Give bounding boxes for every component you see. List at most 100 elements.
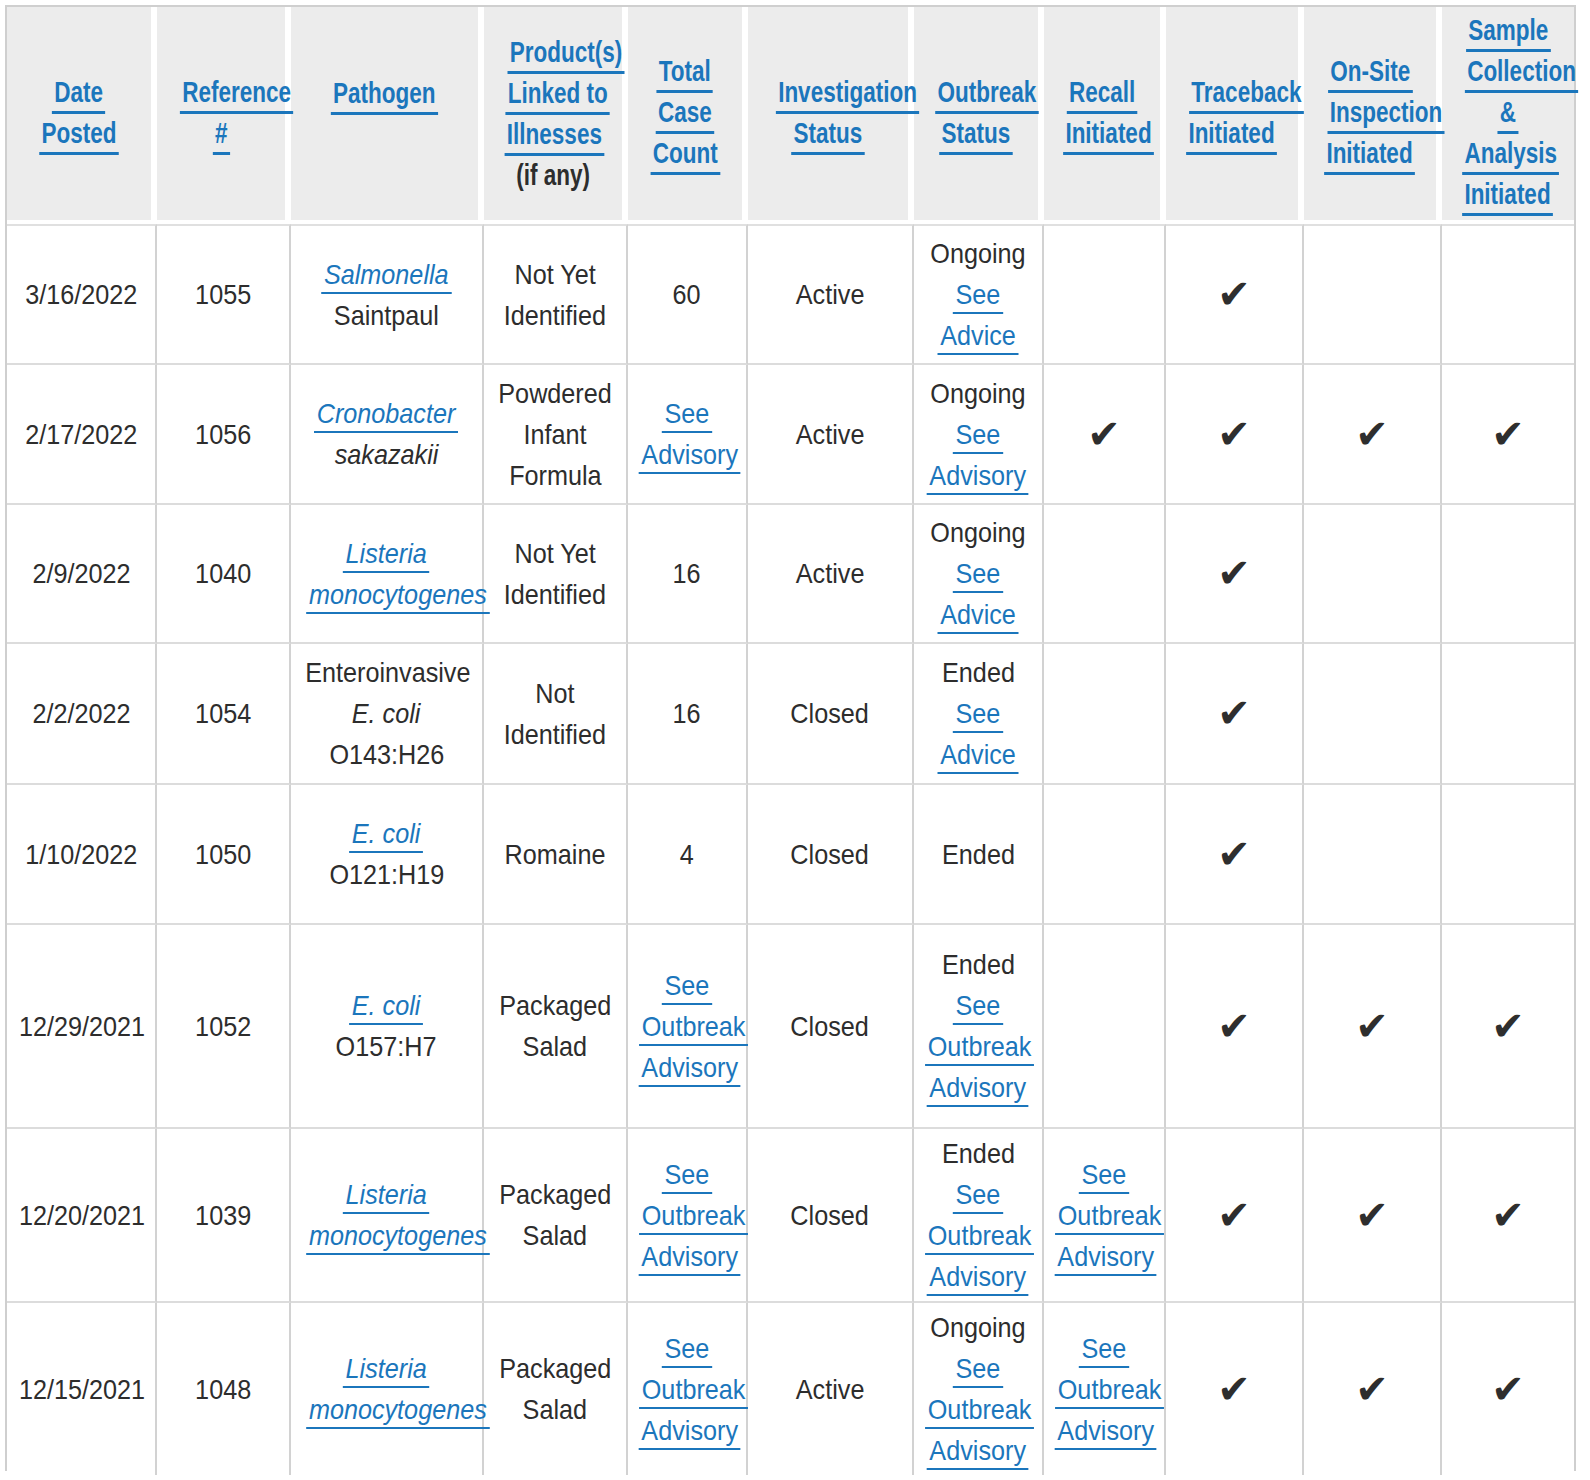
- cell-text: Salad: [523, 1394, 587, 1426]
- see-outbreak-advisory-link[interactable]: Advisory: [927, 1072, 1029, 1107]
- see-outbreak-advisory-link[interactable]: Advisory: [927, 1435, 1029, 1470]
- see-outbreak-advisory-link[interactable]: See: [662, 970, 712, 1005]
- see-advice-link[interactable]: See: [953, 558, 1003, 593]
- see-outbreak-advisory-link[interactable]: Advisory: [927, 1261, 1029, 1296]
- see-outbreak-advisory-link[interactable]: Advisory: [1055, 1241, 1157, 1276]
- column-header-total-case-count: TotalCaseCount: [628, 7, 748, 224]
- cell-pathogen: Listeriamonocytogenes: [291, 1303, 484, 1475]
- see-advice-link[interactable]: Advice: [937, 599, 1018, 634]
- see-outbreak-advisory-link[interactable]: Advisory: [639, 1415, 741, 1450]
- sort-link-onsite-inspection-initiated[interactable]: On-Site: [1328, 54, 1413, 93]
- sort-link-onsite-inspection-initiated[interactable]: Initiated: [1325, 136, 1416, 175]
- see-outbreak-advisory-link[interactable]: Outbreak: [925, 1220, 1034, 1255]
- see-outbreak-advisory-link[interactable]: Outbreak: [639, 1011, 748, 1046]
- cell-recall-initiated: [1044, 224, 1166, 365]
- header-line-spacer: [381, 117, 387, 151]
- sort-link-products-linked[interactable]: Linked to: [505, 76, 610, 115]
- sort-link-date-posted[interactable]: Posted: [39, 116, 119, 155]
- cronobacter-link[interactable]: Cronobacter: [314, 398, 458, 433]
- cell-total-case-count: 16: [628, 505, 748, 644]
- see-outbreak-advisory-link[interactable]: See: [953, 1179, 1003, 1214]
- sort-link-total-case-count[interactable]: Count: [650, 136, 719, 175]
- sort-link-reference-number[interactable]: Reference: [180, 75, 293, 114]
- cell-text: Salad: [523, 1220, 587, 1252]
- listeria-monocytogenes-link[interactable]: Listeria: [343, 1353, 430, 1388]
- cell-total-case-count: See Advisory: [628, 365, 748, 505]
- cell-text: Ended: [942, 1138, 1015, 1170]
- sort-link-onsite-inspection-initiated[interactable]: Inspection: [1328, 95, 1445, 134]
- see-outbreak-advisory-link[interactable]: See: [662, 1159, 712, 1194]
- sort-link-total-case-count[interactable]: Total: [657, 54, 714, 93]
- see-advisory-link[interactable]: See: [662, 398, 712, 433]
- see-outbreak-advisory-link[interactable]: Advisory: [639, 1052, 741, 1087]
- check-icon: ✔: [1217, 1366, 1251, 1412]
- see-outbreak-advisory-link[interactable]: Outbreak: [925, 1394, 1034, 1429]
- see-advisory-link[interactable]: Advisory: [927, 460, 1029, 495]
- sort-link-sample-collection-analysis-initiated[interactable]: Collection: [1465, 54, 1578, 93]
- cell-traceback-initiated: ✔: [1166, 785, 1304, 925]
- see-outbreak-advisory-link[interactable]: Outbreak: [1055, 1374, 1164, 1409]
- sort-link-traceback-initiated[interactable]: Initiated: [1187, 116, 1278, 155]
- see-outbreak-advisory-link[interactable]: Outbreak: [1055, 1200, 1164, 1235]
- cell-text: 16: [673, 558, 701, 590]
- see-advice-link[interactable]: Advice: [937, 320, 1018, 355]
- cell-investigation-status: Active: [748, 224, 914, 365]
- listeria-monocytogenes-link[interactable]: Listeria: [343, 538, 430, 573]
- cell-recall-initiated: [1044, 785, 1166, 925]
- cell-text: Enteroinvasive: [305, 657, 470, 689]
- see-outbreak-advisory-link[interactable]: Outbreak: [925, 1031, 1034, 1066]
- sort-link-sample-collection-analysis-initiated[interactable]: Analysis: [1462, 136, 1559, 175]
- sort-link-traceback-initiated[interactable]: Traceback: [1189, 75, 1304, 114]
- sort-link-products-linked[interactable]: Illnesses: [505, 117, 605, 156]
- see-outbreak-advisory-link[interactable]: Advisory: [639, 1241, 741, 1276]
- cell-onsite-inspection-initiated: [1304, 224, 1442, 365]
- sort-link-date-posted[interactable]: Date: [52, 75, 105, 114]
- see-outbreak-advisory-link[interactable]: See: [953, 1353, 1003, 1388]
- sort-link-sample-collection-analysis-initiated[interactable]: Sample: [1466, 13, 1551, 52]
- cell-text: Not Yet: [514, 259, 595, 291]
- sort-link-recall-initiated[interactable]: Recall: [1067, 75, 1138, 114]
- see-advice-link[interactable]: See: [953, 279, 1003, 314]
- cell-text: Identified: [504, 719, 606, 751]
- cell-text: 1056: [195, 419, 251, 451]
- listeria-monocytogenes-link[interactable]: monocytogenes: [306, 1394, 489, 1429]
- cell-pathogen: EnteroinvasiveE. coliO143:H26: [291, 644, 484, 785]
- check-icon: ✔: [1217, 690, 1251, 736]
- cell-onsite-inspection-initiated: [1304, 644, 1442, 785]
- see-outbreak-advisory-link[interactable]: Advisory: [1055, 1415, 1157, 1450]
- see-advisory-link[interactable]: Advisory: [639, 439, 741, 474]
- see-outbreak-advisory-link[interactable]: See: [1079, 1333, 1129, 1368]
- listeria-monocytogenes-link[interactable]: Listeria: [343, 1179, 430, 1214]
- see-advice-link[interactable]: Advice: [937, 739, 1018, 774]
- cell-investigation-status: Active: [748, 1303, 914, 1475]
- e-coli-link[interactable]: E. coli: [349, 818, 423, 853]
- cell-pathogen: E. coliO121:H19: [291, 785, 484, 925]
- listeria-monocytogenes-link[interactable]: monocytogenes: [306, 579, 489, 614]
- see-outbreak-advisory-link[interactable]: Outbreak: [639, 1200, 748, 1235]
- sort-link-pathogen[interactable]: Pathogen: [331, 76, 438, 115]
- sort-link-investigation-status[interactable]: Investigation: [776, 75, 919, 114]
- see-outbreak-advisory-link[interactable]: Outbreak: [639, 1374, 748, 1409]
- cell-pathogen: Listeriamonocytogenes: [291, 505, 484, 644]
- sort-link-reference-number[interactable]: #: [212, 116, 229, 155]
- table-row: 2/17/20221056CronobactersakazakiiPowdere…: [7, 365, 1574, 505]
- sort-link-total-case-count[interactable]: Case: [656, 95, 714, 134]
- cell-text: Infant: [523, 419, 586, 451]
- see-advisory-link[interactable]: See: [953, 419, 1003, 454]
- listeria-monocytogenes-link[interactable]: monocytogenes: [306, 1220, 489, 1255]
- sort-link-outbreak-status[interactable]: Outbreak: [935, 75, 1038, 114]
- sort-link-sample-collection-analysis-initiated[interactable]: Initiated: [1463, 177, 1554, 216]
- e-coli-link[interactable]: E. coli: [349, 990, 423, 1025]
- sort-link-recall-initiated[interactable]: Initiated: [1063, 116, 1154, 155]
- sort-link-investigation-status[interactable]: Status: [791, 116, 864, 155]
- sort-link-sample-collection-analysis-initiated[interactable]: &: [1498, 95, 1519, 134]
- sort-link-outbreak-status[interactable]: Status: [939, 116, 1012, 155]
- check-icon: ✔: [1491, 1366, 1525, 1412]
- sort-link-products-linked[interactable]: Product(s): [508, 35, 625, 74]
- see-outbreak-advisory-link[interactable]: See: [662, 1333, 712, 1368]
- see-advice-link[interactable]: See: [953, 698, 1003, 733]
- cell-reference-number: 1055: [157, 224, 291, 365]
- see-outbreak-advisory-link[interactable]: See: [1079, 1159, 1129, 1194]
- salmonella-link[interactable]: Salmonella: [321, 259, 451, 294]
- see-outbreak-advisory-link[interactable]: See: [953, 990, 1003, 1025]
